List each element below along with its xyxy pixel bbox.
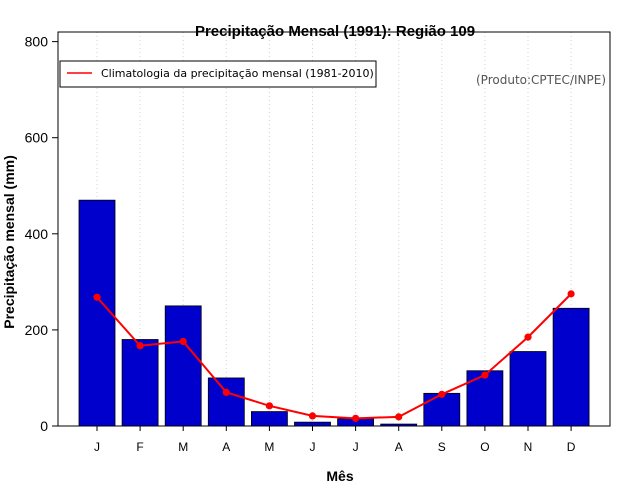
legend-entry-climatology: Climatologia da precipitação mensal (198… <box>101 67 374 80</box>
y-tick-label-800: 800 <box>25 34 49 50</box>
x-tick-label-6: J <box>310 440 316 454</box>
bar-5 <box>250 411 288 427</box>
climatology-point-6 <box>308 412 317 420</box>
y-tick-label-0: 0 <box>40 418 48 434</box>
x-tick-label-4: A <box>222 440 230 454</box>
bar-9 <box>423 392 461 427</box>
x-tick-label-5: M <box>264 440 274 454</box>
climatology-point-1 <box>93 293 101 301</box>
climatology-point-11 <box>524 333 532 341</box>
y-tick-label-200: 200 <box>25 322 49 338</box>
climatology-point-4 <box>222 388 230 396</box>
climatology-line <box>96 293 572 420</box>
source-annotation: (Produto:CPTEC/INPE) <box>476 73 606 87</box>
x-tick-label-2: F <box>136 440 143 454</box>
x-tick-label-3: M <box>178 440 188 454</box>
x-tick-label-1: J <box>94 440 100 454</box>
bar-3 <box>164 305 202 427</box>
bar-series <box>78 199 590 427</box>
climatology-series <box>93 290 575 422</box>
climatology-point-3 <box>179 337 187 346</box>
climatology-point-12 <box>567 290 575 298</box>
climatology-point-8 <box>395 413 403 421</box>
x-tick-label-10: O <box>480 440 489 454</box>
plot-frame <box>57 31 611 427</box>
axes: 0 200 400 600 800 J F M A M J J A S O N D <box>25 34 576 454</box>
x-axis-label: Mês <box>326 468 353 484</box>
bar-12 <box>552 307 590 427</box>
y-tick-label-400: 400 <box>25 226 49 242</box>
y-axis-label: Precipitação mensal (mm) <box>1 155 17 329</box>
x-tick-label-9: S <box>438 440 446 454</box>
bar-1 <box>78 199 116 427</box>
climatology-point-9 <box>438 390 446 398</box>
bar-11 <box>509 351 547 427</box>
y-tick-label-600: 600 <box>25 130 49 146</box>
climatology-point-5 <box>265 402 273 410</box>
bar-4 <box>207 377 245 427</box>
legend: Climatologia da precipitação mensal (198… <box>59 60 377 88</box>
climatology-point-2 <box>136 342 144 350</box>
x-tick-label-8: A <box>395 440 403 454</box>
x-tick-label-7: J <box>353 440 359 454</box>
bar-10 <box>466 370 504 427</box>
legend-box <box>59 60 377 88</box>
bar-6 <box>294 421 331 427</box>
climatology-point-10 <box>481 371 489 379</box>
bar-2 <box>121 339 159 427</box>
climatology-point-7 <box>352 414 360 422</box>
x-tick-label-12: D <box>567 440 576 454</box>
x-tick-label-11: N <box>524 440 533 454</box>
